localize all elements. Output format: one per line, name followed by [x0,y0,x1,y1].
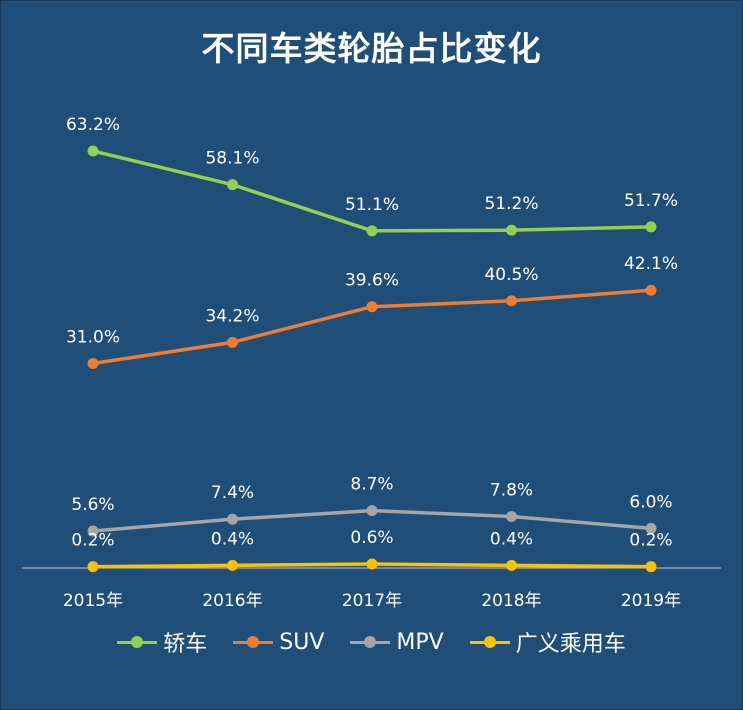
data-point [227,336,238,348]
data-label: 34.2% [205,306,259,326]
data-point [87,525,99,537]
data-label: 42.1% [624,254,678,274]
data-label: 58.1% [205,149,259,169]
data-point [366,505,378,517]
data-label: 39.6% [345,271,399,291]
data-label: 7.8% [490,481,533,501]
data-point [87,357,99,369]
data-point [87,145,99,157]
data-point [506,224,517,236]
x-tick-label: 2018年 [481,591,541,611]
chart-legend: 轿车 SUV MPV 广义乘用车 [0,626,743,658]
data-label: 63.2% [66,115,120,135]
legend-label: 广义乘用车 [515,632,626,657]
data-label: 0.4% [211,529,254,549]
data-point [645,522,657,534]
data-point [645,561,657,573]
data-point [645,221,657,233]
data-point [366,225,378,237]
x-tick-label: 2015年 [63,591,123,611]
data-label: 40.5% [484,265,538,285]
data-label: 5.6% [71,495,114,515]
legend-label: SUV [279,629,325,655]
legend-swatch [117,636,158,648]
data-label: 8.7% [350,475,393,495]
data-label: 51.7% [624,191,678,211]
x-tick-label: 2016年 [202,591,262,611]
data-label: 0.4% [490,529,533,549]
data-label: 31.0% [66,327,120,347]
data-label: 7.4% [211,483,254,503]
data-point [645,284,657,296]
data-point [227,179,238,191]
legend-label: 轿车 [163,632,208,657]
chart-title: 不同车类轮胎占比变化 [201,29,542,68]
data-point [366,558,378,570]
data-point [227,513,238,525]
series-line-1 [92,288,652,366]
data-point [506,295,517,307]
legend-swatch [350,636,391,648]
data-point [506,511,517,523]
data-label: 0.2% [71,531,114,551]
data-point [227,559,238,571]
legend-item: MPV [350,629,444,655]
data-label: 51.1% [345,195,399,215]
legend-swatch [233,636,274,648]
data-label: 0.2% [629,531,672,551]
data-label: 51.2% [484,194,538,214]
data-label: 6.0% [629,492,672,512]
series-line-0 [92,149,652,233]
legend-swatch [469,636,510,648]
legend-label: MPV [396,629,444,655]
x-tick-label: 2019年 [621,591,681,611]
data-point [366,301,378,313]
data-point [87,561,99,573]
data-label: 0.6% [350,528,393,548]
legend-item: 广义乘用车 [469,626,626,658]
legend-item: 轿车 [117,626,207,658]
x-tick-label: 2017年 [342,591,402,611]
legend-item: SUV [233,630,324,655]
data-point [506,559,517,571]
